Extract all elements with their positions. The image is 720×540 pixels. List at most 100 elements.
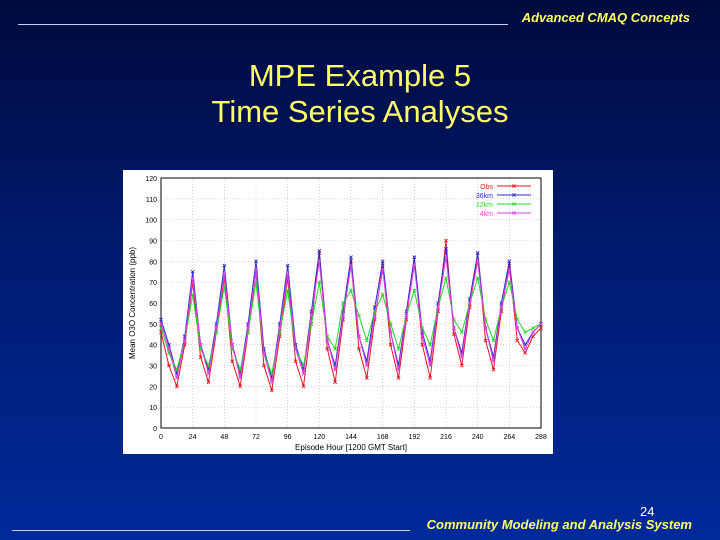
data-point-36km [412,255,417,260]
data-point-Obs [206,380,211,385]
data-point-12km [523,330,528,335]
data-point-36km [444,246,448,251]
data-point-4km [412,263,417,268]
data-point-Obs [301,384,306,389]
data-point-12km [317,280,322,285]
legend-label: Obs [480,184,493,191]
y-axis-label: Mean O3O Concentration (ppb) [128,247,137,359]
data-point-Obs [428,376,433,380]
y-tick-label: 100 [145,218,157,225]
y-ticks: 0 10 20 30 40 50 60 70 80 90 100 110 120 [145,176,157,433]
y-tick-label: 20 [149,384,157,391]
data-point-Obs [420,342,425,347]
data-point-Obs [483,338,488,343]
data-point-Obs [238,384,243,389]
data-point-4km [317,259,322,264]
data-point-4km [246,326,251,330]
data-point-36km [159,317,163,322]
x-tick-label: 240 [472,434,484,441]
data-point-4km [159,321,163,326]
data-point-12km [428,342,433,347]
x-tick-label: 72 [252,434,260,441]
x-tick-label: 216 [440,434,452,441]
x-ticks: 0 24 48 72 96 120 144 168 192 216 240 264 288 [159,434,547,441]
data-point-4km [451,326,456,330]
x-tick-label: 120 [313,434,325,441]
y-tick-label: 10 [149,405,157,412]
data-point-4km [491,359,496,364]
data-point-4km [364,363,369,368]
data-point-Obs [444,238,448,243]
data-point-4km [277,326,282,330]
data-point-12km [531,326,536,330]
data-point-12km [333,346,338,351]
data-point-4km [325,338,330,343]
slide-title-line-1: MPE Example 5 [248,58,472,93]
data-point-4km [531,330,536,335]
data-point-4km [356,334,361,339]
data-point-Obs [333,380,338,385]
y-tick-label: 80 [149,259,157,266]
data-point-4km [206,371,211,376]
data-point-36km [380,259,385,264]
data-point-12km [396,346,401,351]
data-point-12km [285,288,290,293]
data-point-Obs [515,338,520,343]
data-point-36km [317,248,322,253]
data-point-4km [420,334,425,339]
legend-label: 12km [476,202,493,209]
y-tick-label: 50 [149,322,157,329]
data-point-4km [230,342,235,347]
y-tick-label: 40 [149,343,157,350]
data-point-4km [341,313,346,318]
footer-title: Community Modeling and Analysis System [426,517,692,532]
legend-marker [512,184,516,188]
data-point-Obs [230,359,235,364]
data-point-Obs [325,346,330,351]
footer-rule [12,530,410,531]
data-point-Obs [261,363,266,368]
data-point-4km [333,367,338,372]
data-point-4km [459,355,464,360]
data-point-12km [364,338,369,343]
data-point-4km [285,271,290,276]
data-point-36km [507,259,512,264]
data-point-Obs [269,388,274,393]
data-point-36km [222,263,227,268]
data-point-12km [380,292,385,297]
data-point-Obs [523,351,528,355]
data-point-4km [174,376,179,380]
data-point-Obs [491,367,496,372]
data-point-12km [412,288,417,293]
slide-title: MPE Example 5 Time Series Analyses [0,58,720,130]
x-tick-label: 264 [503,434,515,441]
data-point-4km [444,255,448,260]
x-tick-label: 0 [159,434,163,441]
x-tick-label: 144 [345,434,357,441]
data-point-4km [436,305,441,310]
data-point-4km [214,326,219,330]
data-point-36km [285,263,290,268]
legend-marker [512,193,516,197]
data-point-12km [341,301,346,305]
data-point-36km [349,255,353,260]
data-point-36km [475,251,480,255]
data-point-Obs [539,326,543,330]
legend-label: 4km [480,211,493,218]
y-tick-label: 90 [149,239,157,246]
data-point-4km [254,267,258,272]
header-rule [18,24,508,25]
time-series-chart: 0 10 20 30 40 50 60 70 80 90 100 110 120 0 24 48 72 96 12… [128,176,547,452]
data-point-4km [301,371,306,376]
data-point-4km [467,301,472,305]
data-point-4km [349,263,353,268]
series [159,238,543,393]
data-point-4km [372,313,377,318]
y-tick-label: 110 [146,197,157,204]
plot-frame [160,177,542,429]
data-point-4km [428,363,433,368]
data-point-4km [396,367,401,372]
data-point-4km [404,313,409,318]
data-point-4km [190,276,195,280]
data-point-Obs [364,376,369,380]
